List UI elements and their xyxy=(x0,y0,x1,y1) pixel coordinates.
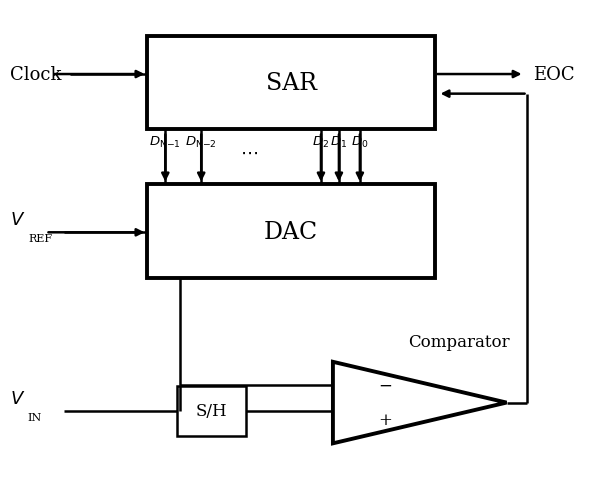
Text: $D_{0}$: $D_{0}$ xyxy=(351,135,368,150)
Bar xyxy=(177,386,246,436)
Text: $V$: $V$ xyxy=(10,211,25,229)
Text: $D_{\mathrm{N{-}1}}$: $D_{\mathrm{N{-}1}}$ xyxy=(149,135,181,150)
Text: Comparator: Comparator xyxy=(408,333,509,350)
Bar xyxy=(148,36,434,130)
Text: REF: REF xyxy=(29,234,53,244)
Text: $D_{2}$: $D_{2}$ xyxy=(313,135,329,150)
Text: $D_{\mathrm{N{-}2}}$: $D_{\mathrm{N{-}2}}$ xyxy=(185,135,217,150)
Polygon shape xyxy=(333,362,506,444)
Text: IN: IN xyxy=(28,412,42,422)
Text: $D_{1}$: $D_{1}$ xyxy=(331,135,347,150)
Text: +: + xyxy=(378,411,392,428)
Text: $V$: $V$ xyxy=(10,390,25,408)
Text: $\cdots$: $\cdots$ xyxy=(240,144,258,162)
Bar xyxy=(148,185,434,278)
Text: SAR: SAR xyxy=(266,72,317,95)
Text: DAC: DAC xyxy=(264,220,318,243)
Text: S/H: S/H xyxy=(196,403,227,420)
Text: Clock: Clock xyxy=(10,66,61,84)
Text: EOC: EOC xyxy=(533,66,575,84)
Text: −: − xyxy=(378,377,392,394)
